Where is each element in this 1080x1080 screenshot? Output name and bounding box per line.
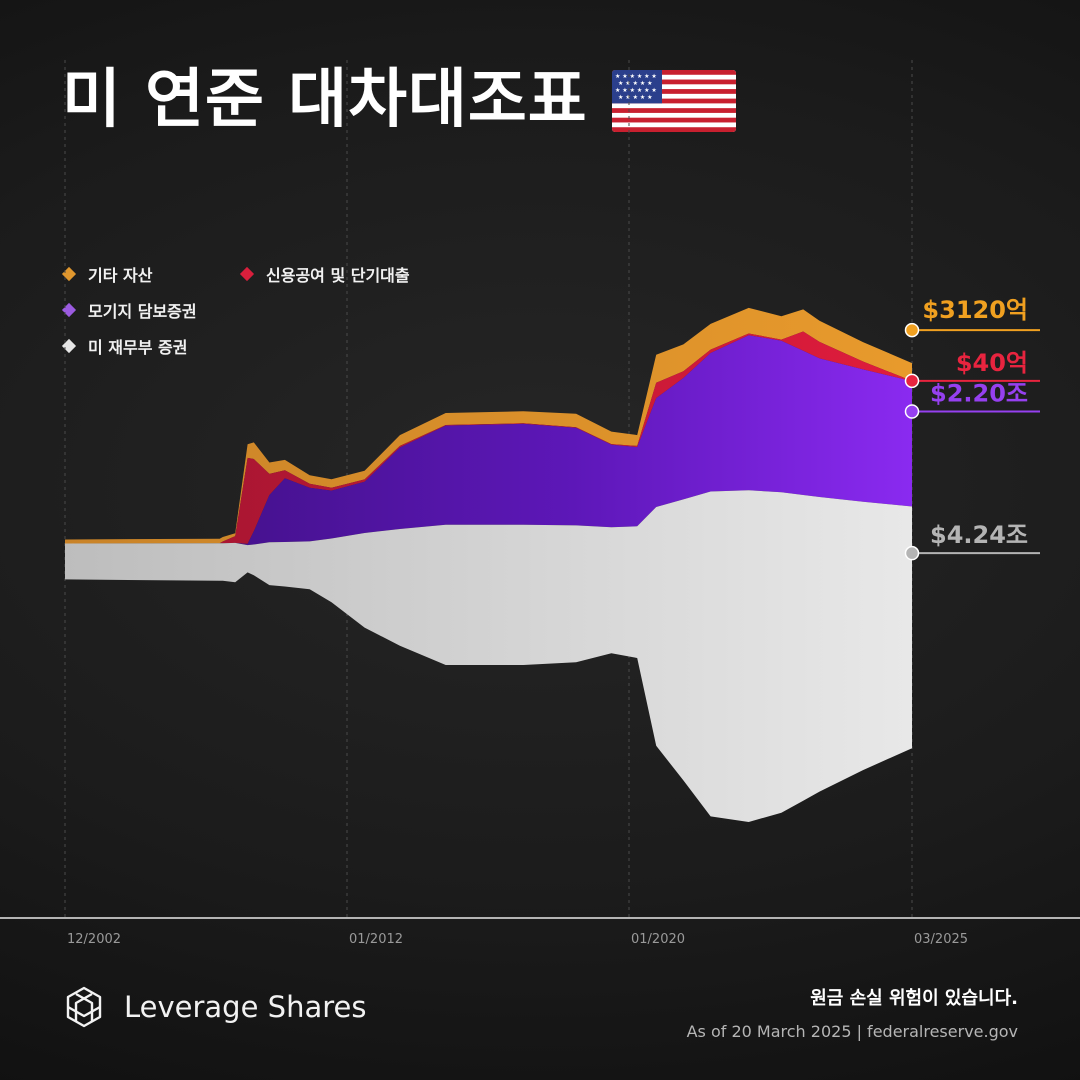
chart-legend: 기타 자산 신용공여 및 단기대출 모기지 담보증권 미 재무부 증권 (61, 262, 494, 372)
us-flag-icon: ★ ★ ★ ★ ★ ★ ★ ★ ★ ★ ★ ★ ★ ★ ★ ★ ★ ★ ★ ★ … (612, 70, 736, 132)
area-mbs (65, 335, 912, 546)
end-dot-treasuries (904, 545, 920, 561)
svg-text:★ ★ ★ ★ ★: ★ ★ ★ ★ ★ (618, 80, 653, 87)
x-tick-label: 12/2002 (67, 932, 121, 947)
data-source: As of 20 March 2025 | federalreserve.gov (686, 1022, 1018, 1041)
brand-name: Leverage Shares (124, 990, 367, 1024)
legend-label: 미 재무부 증권 (88, 338, 188, 357)
risk-warning: 원금 손실 위험이 있습니다. (810, 988, 1018, 1009)
legend-label: 신용공여 및 단기대출 (266, 266, 410, 285)
legend-item-mbs: 모기지 담보증권 (61, 298, 197, 322)
svg-text:★ ★ ★ ★ ★ ★: ★ ★ ★ ★ ★ ★ (615, 73, 657, 80)
legend-item-treasuries: 미 재무부 증권 (61, 334, 188, 358)
x-tick-label: 01/2012 (349, 932, 403, 947)
page-title: 미 연준 대차대조표 (62, 63, 588, 137)
end-dot-mbs (904, 404, 920, 419)
end-label-treasuries: $4.24조 (930, 521, 1028, 549)
end-label-other-assets: $3120억 (922, 296, 1028, 324)
footer-disclaimer: 원금 손실 위험이 있습니다. As of 20 March 2025 | fe… (687, 984, 1018, 1041)
area-other-assets (65, 307, 912, 544)
legend-item-other-assets: 기타 자산 (61, 262, 153, 286)
end-label-mbs: $2.20조 (930, 379, 1028, 407)
legend-label: 모기지 담보증권 (88, 302, 197, 321)
svg-text:★ ★ ★ ★ ★: ★ ★ ★ ★ ★ (618, 94, 653, 101)
balance-sheet-chart: $3120억 $40억$2.20조 $4.24조 12/2002 01/2012 01/… (0, 60, 1080, 947)
end-dot-credit-loans (904, 373, 920, 389)
x-tick-label: 03/2025 (914, 932, 968, 947)
area-credit-loans (65, 331, 912, 544)
legend-label: 기타 자산 (88, 266, 153, 285)
leverage-shares-logo-icon (66, 986, 102, 1028)
end-label-credit-loans: $40억 (956, 349, 1028, 377)
svg-text:★ ★ ★ ★ ★ ★: ★ ★ ★ ★ ★ ★ (615, 87, 657, 94)
end-dot-other-assets (904, 322, 920, 338)
area-treasuries (65, 490, 912, 822)
legend-item-credit-loans: 신용공여 및 단기대출 (239, 262, 410, 286)
x-tick-label: 01/2020 (631, 932, 685, 947)
brand-logo: Leverage Shares (62, 985, 366, 1029)
